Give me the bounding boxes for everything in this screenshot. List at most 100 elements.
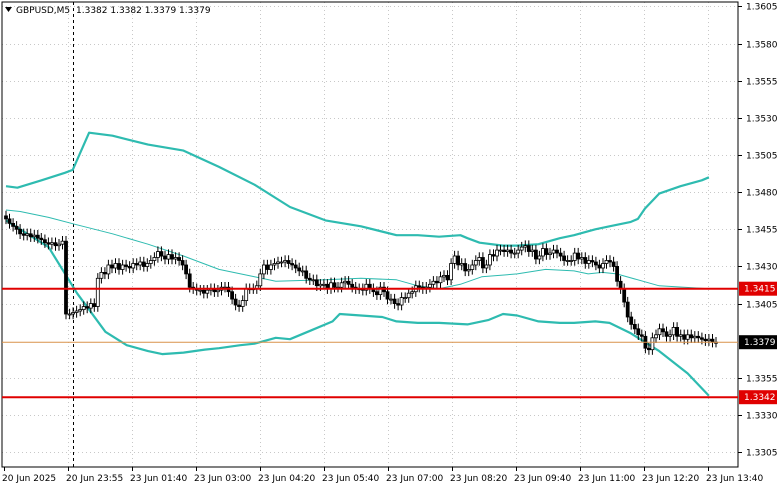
candle — [406, 288, 411, 303]
candle-body — [32, 234, 37, 238]
candle — [64, 236, 68, 320]
candle-body — [445, 274, 450, 281]
candle-body — [495, 249, 499, 257]
candle-body — [321, 283, 326, 286]
candle — [95, 273, 100, 312]
candle — [145, 258, 150, 272]
candle-body — [304, 270, 309, 279]
x-tick-label: 23 Jun 01:40 — [130, 474, 187, 484]
candle-body — [406, 292, 411, 299]
candle-body — [233, 298, 238, 306]
candle-body — [576, 252, 581, 260]
candle-body — [350, 283, 355, 288]
candle — [707, 334, 711, 346]
candle — [594, 256, 598, 271]
horizontal-levels[interactable]: 1.3415 1.3342 1.3379 — [2, 281, 777, 405]
candle — [25, 228, 30, 241]
candle-body — [57, 243, 61, 247]
candle-body — [534, 249, 538, 260]
candle — [689, 329, 694, 343]
candle — [131, 258, 136, 274]
candle — [4, 210, 8, 225]
candle-body — [258, 273, 263, 287]
candle — [18, 224, 23, 239]
time-axis[interactable]: 20 Jun 2025 20 Jun 23:55 23 Jun 01:40 23 Ju… — [2, 467, 763, 484]
candle-body — [120, 264, 125, 270]
candle-body — [99, 271, 104, 279]
candle — [343, 276, 348, 288]
candle-body — [611, 261, 616, 267]
candle — [572, 247, 577, 266]
candle — [177, 252, 182, 266]
candle-body — [505, 249, 510, 253]
candle-body — [318, 283, 323, 287]
candle — [629, 311, 634, 330]
candle-body — [85, 306, 90, 309]
candle-body — [696, 335, 701, 339]
candle-body — [548, 252, 552, 256]
candle-body — [78, 309, 83, 312]
candle-body — [516, 249, 521, 254]
candle-body — [449, 263, 454, 281]
candle-body — [279, 261, 284, 264]
candle-body — [647, 347, 651, 351]
y-tick-label: 1.3455 — [746, 226, 778, 236]
bollinger-upper-band — [5, 131, 710, 247]
candle-body — [523, 245, 528, 248]
candle — [85, 301, 90, 314]
candle-body — [268, 264, 273, 270]
candle — [668, 329, 672, 342]
price-axis[interactable]: 1.3605 1.3580 1.3555 1.3530 1.3505 1.3480 1.34… — [738, 3, 778, 459]
candle — [389, 293, 393, 305]
candle-body — [668, 334, 672, 337]
candle — [502, 244, 507, 257]
candle — [166, 249, 171, 265]
candle — [378, 282, 383, 300]
candle-body — [148, 260, 153, 264]
candle-body — [18, 228, 23, 235]
candle — [583, 252, 588, 269]
candle-body — [671, 326, 676, 336]
candle — [526, 240, 531, 257]
candle-body — [555, 249, 559, 254]
candle — [558, 247, 563, 262]
candle-body — [565, 260, 570, 262]
candle — [300, 265, 305, 277]
candle — [484, 259, 489, 274]
candle — [201, 285, 206, 299]
y-tick-label: 1.3430 — [746, 263, 778, 273]
candle — [664, 326, 669, 342]
candle-body — [703, 338, 708, 342]
candle-body — [286, 260, 291, 264]
level-price-tag — [739, 390, 777, 405]
candle-body — [7, 218, 12, 224]
candle-body — [470, 264, 475, 270]
candle-body — [35, 234, 40, 239]
candle-body — [537, 255, 542, 260]
candle-body — [583, 257, 588, 264]
candle — [456, 250, 461, 271]
candle-body — [244, 288, 249, 302]
candle-body — [166, 254, 171, 260]
candle-body — [678, 334, 683, 337]
candle — [170, 249, 174, 265]
candle-body — [21, 233, 26, 236]
y-tick-label: 1.3505 — [746, 152, 778, 162]
x-tick-label: 23 Jun 03:00 — [194, 474, 251, 484]
candle — [657, 323, 662, 340]
candle — [364, 279, 369, 296]
candle-body — [689, 334, 694, 339]
collapse-triangle-icon[interactable] — [5, 7, 12, 12]
candle — [57, 239, 61, 251]
candle-body — [378, 286, 383, 296]
candle-body — [562, 255, 566, 261]
candle-body — [141, 261, 146, 267]
candle-body — [39, 237, 44, 241]
candle — [487, 249, 492, 271]
candle-body — [339, 282, 344, 288]
y-tick-label: 1.3355 — [746, 375, 778, 385]
candle-body — [403, 297, 408, 300]
candle-body — [314, 279, 319, 287]
candle — [604, 255, 609, 269]
